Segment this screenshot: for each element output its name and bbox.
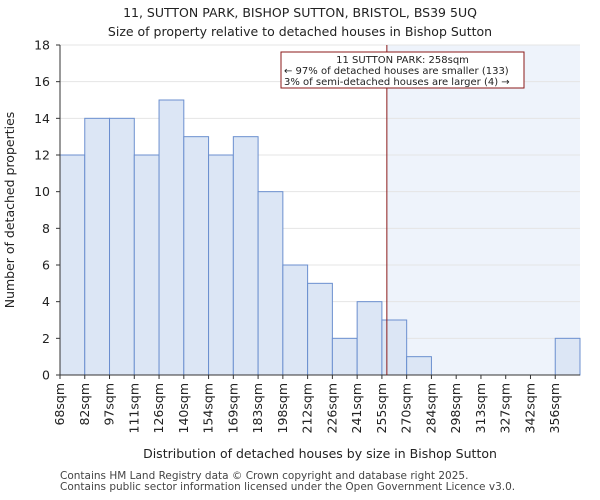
bar <box>59 154 86 376</box>
x-tick-label: 97sqm <box>102 383 117 426</box>
y-tick-label: 14 <box>34 111 50 126</box>
chart-title: 11, SUTTON PARK, BISHOP SUTTON, BRISTOL,… <box>123 5 477 20</box>
x-tick-label: 327sqm <box>498 383 513 433</box>
x-tick-label: 284sqm <box>423 383 438 433</box>
y-tick-label: 0 <box>42 368 50 383</box>
x-tick-label: 68sqm <box>52 383 67 426</box>
y-tick-label: 12 <box>34 148 50 163</box>
x-tick-label: 82sqm <box>77 383 92 426</box>
bar <box>356 301 383 376</box>
footer: Contains HM Land Registry data © Crown c… <box>60 471 515 493</box>
y-tick-label: 18 <box>34 38 50 53</box>
x-tick-label: 169sqm <box>225 383 240 433</box>
bar <box>381 319 408 376</box>
x-tick-label: 183sqm <box>250 383 265 433</box>
bar <box>84 117 111 376</box>
x-tick-label: 226sqm <box>324 383 339 433</box>
highlight-region <box>386 45 580 375</box>
x-tick-label: 356sqm <box>547 383 562 433</box>
x-axis-label: Distribution of detached houses by size … <box>143 446 497 461</box>
x-tick-label: 313sqm <box>473 383 488 433</box>
y-tick-label: 2 <box>42 331 50 346</box>
footer-line-2: Contains public sector information licen… <box>60 481 516 493</box>
bar <box>307 282 333 376</box>
x-tick-label: 241sqm <box>349 383 364 433</box>
x-tick-label: 140sqm <box>176 383 191 433</box>
y-tick-label: 4 <box>42 294 50 309</box>
footer-line-1: Contains HM Land Registry data © Crown c… <box>60 470 469 482</box>
bar <box>282 264 309 376</box>
x-tick-label: 212sqm <box>300 383 315 433</box>
bar <box>183 136 210 376</box>
x-tick-label: 342sqm <box>522 383 537 433</box>
annotation-line-3: 3% of semi-detached houses are larger (4… <box>284 77 510 88</box>
y-tick-label: 8 <box>42 221 50 236</box>
bar <box>133 154 160 376</box>
bar <box>158 99 185 376</box>
x-tick-label: 111sqm <box>126 383 141 433</box>
x-tick-label: 126sqm <box>151 383 166 433</box>
x-tick-label: 154sqm <box>201 383 216 433</box>
bar <box>208 154 234 376</box>
bar <box>554 337 581 376</box>
x-tick-label: 198sqm <box>275 383 290 433</box>
annotation-line-1: 11 SUTTON PARK: 258sqm <box>336 55 469 66</box>
x-tick-label: 298sqm <box>448 383 463 433</box>
annotation-box <box>280 51 525 89</box>
bar <box>331 337 358 376</box>
y-axis-label: Number of detached properties <box>2 112 17 309</box>
bar <box>109 117 135 376</box>
annotation-line-2: ← 97% of detached houses are smaller (13… <box>284 66 509 77</box>
y-tick-label: 16 <box>34 74 50 89</box>
bar <box>406 356 432 376</box>
chart-title-block: 11, SUTTON PARK, BISHOP SUTTON, BRISTOL,… <box>0 3 600 41</box>
bar <box>257 191 284 376</box>
bar-chart: 0 2 4 6 8 10 12 14 16 18 68sqm 82sqm 97sqm 111sqm 126… <box>2 38 581 461</box>
y-tick-label: 6 <box>42 258 50 273</box>
x-tick-label: 255sqm <box>374 383 389 433</box>
x-tick-label: 270sqm <box>399 383 414 433</box>
bar <box>232 136 259 376</box>
chart-subtitle: Size of property relative to detached ho… <box>107 24 493 39</box>
y-tick-label: 10 <box>34 184 50 199</box>
